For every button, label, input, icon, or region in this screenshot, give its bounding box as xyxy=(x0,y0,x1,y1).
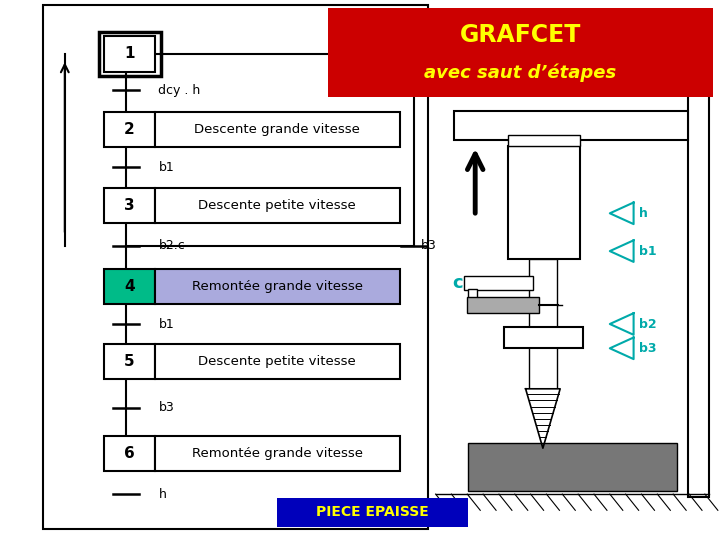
Text: 5: 5 xyxy=(125,354,135,369)
Text: b1: b1 xyxy=(158,318,174,330)
Text: c: c xyxy=(452,274,462,293)
Text: b2: b2 xyxy=(639,318,656,330)
Text: b3: b3 xyxy=(421,239,437,252)
Text: b3: b3 xyxy=(158,401,174,414)
Text: Descente petite vitesse: Descente petite vitesse xyxy=(198,355,356,368)
Text: 1: 1 xyxy=(125,46,135,62)
Text: h: h xyxy=(639,207,647,220)
Bar xyxy=(277,498,468,526)
Text: b1: b1 xyxy=(158,161,174,174)
Text: b3: b3 xyxy=(639,342,656,355)
Bar xyxy=(155,187,400,222)
Bar xyxy=(99,32,161,76)
Bar xyxy=(508,135,580,146)
Text: PIECE EPAISSE: PIECE EPAISSE xyxy=(316,505,429,519)
Text: Descente petite vitesse: Descente petite vitesse xyxy=(198,199,356,212)
Bar xyxy=(529,259,557,389)
Bar xyxy=(328,8,713,97)
Text: 3: 3 xyxy=(125,198,135,213)
Bar xyxy=(155,345,400,379)
Text: b2.c: b2.c xyxy=(158,239,185,252)
Text: Remontée grande vitesse: Remontée grande vitesse xyxy=(192,280,363,293)
Bar xyxy=(504,327,583,348)
Bar xyxy=(104,345,155,379)
Text: 6: 6 xyxy=(125,446,135,461)
Bar xyxy=(454,111,688,140)
Bar xyxy=(508,146,580,259)
Bar xyxy=(464,276,533,290)
Bar xyxy=(688,54,709,497)
Bar xyxy=(468,289,477,308)
Bar xyxy=(104,36,155,71)
Bar xyxy=(43,5,428,529)
Bar xyxy=(104,269,155,303)
Bar xyxy=(155,269,400,303)
Text: Descente grande vitesse: Descente grande vitesse xyxy=(194,123,360,136)
Bar xyxy=(104,112,155,147)
Bar xyxy=(155,436,400,471)
Bar xyxy=(155,112,400,147)
Text: Remontée grande vitesse: Remontée grande vitesse xyxy=(192,447,363,460)
Text: dcy . h: dcy . h xyxy=(158,84,201,97)
Bar xyxy=(104,187,155,222)
Polygon shape xyxy=(526,389,560,448)
Bar xyxy=(468,443,677,491)
Text: 4: 4 xyxy=(125,279,135,294)
Bar xyxy=(104,436,155,471)
Text: h: h xyxy=(158,488,166,501)
Text: 2: 2 xyxy=(125,122,135,137)
Text: b1: b1 xyxy=(639,245,656,258)
Text: GRAFCET: GRAFCET xyxy=(459,23,581,47)
Bar xyxy=(467,297,539,313)
Text: avec saut d’étapes: avec saut d’étapes xyxy=(424,63,616,82)
